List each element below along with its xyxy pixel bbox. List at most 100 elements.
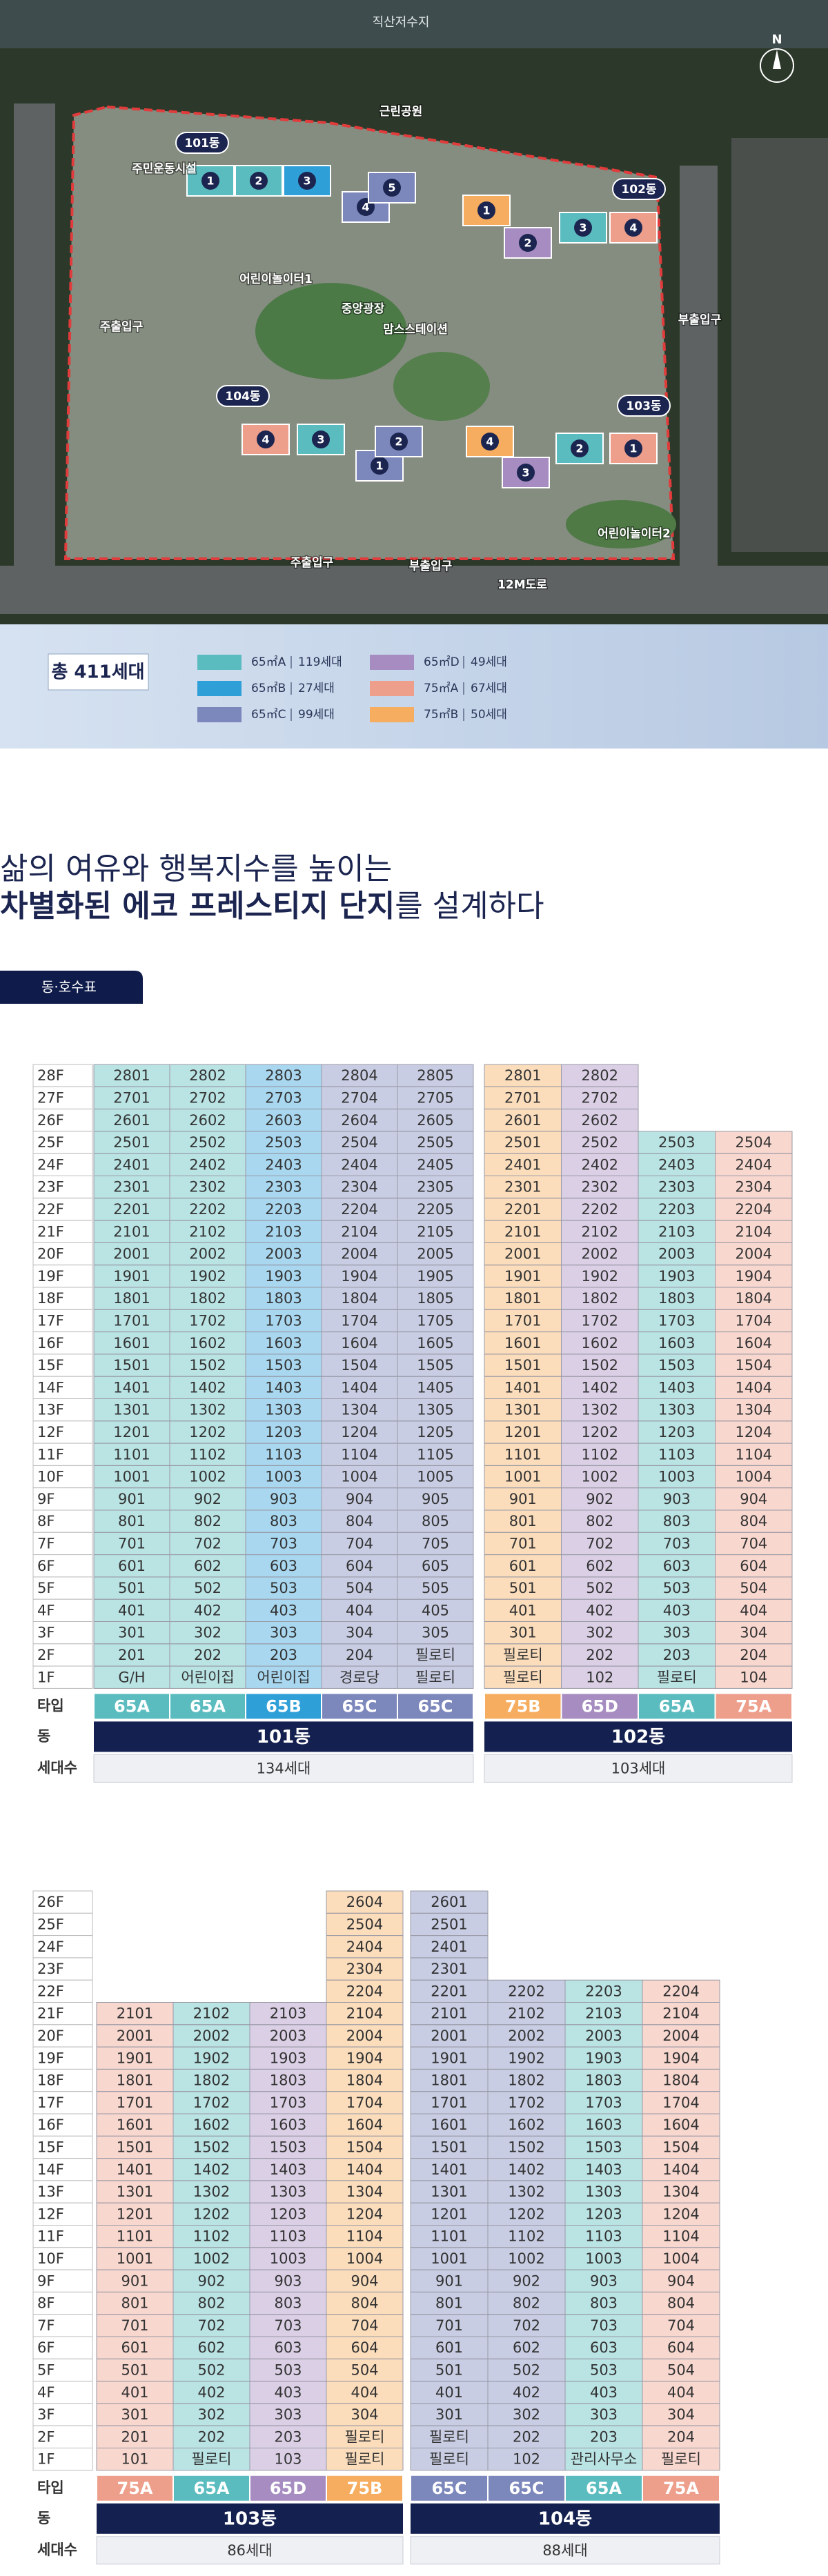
unit-number: 1905 — [417, 1268, 453, 1285]
unit-number: 2204 — [341, 1201, 377, 1218]
headline: 차별화된 에코 프레스티지 단지를 설계하다 — [0, 889, 544, 924]
unit-number: 2104 — [736, 1223, 772, 1240]
building-pill — [612, 178, 666, 200]
unit-number: 필로티 — [429, 2428, 469, 2445]
unit-cell — [249, 2180, 327, 2203]
unit-cell — [172, 2158, 250, 2181]
garden — [566, 500, 676, 548]
unit-cell — [642, 2113, 720, 2137]
unit-cell — [561, 1064, 639, 1087]
unit-cell — [172, 2336, 250, 2359]
unit-cell — [326, 2425, 404, 2448]
unit-number: 604 — [346, 1558, 373, 1574]
unit-number: 1303 — [265, 1402, 302, 1418]
type-cell — [97, 2475, 172, 2501]
floor-label: 25F — [37, 1134, 64, 1151]
unit-cell — [397, 1398, 474, 1422]
unit-number: 902 — [194, 1491, 221, 1507]
floor-label: 23F — [37, 1179, 64, 1196]
floor-cell — [32, 2425, 93, 2448]
unit-cell — [321, 1598, 398, 1622]
unit-cell — [487, 2247, 566, 2270]
unit-number: 2801 — [504, 1067, 541, 1084]
unit-number: 1904 — [736, 1268, 772, 1285]
floor-cell — [32, 1176, 93, 1199]
unit-number: 901 — [435, 2272, 463, 2289]
unit-number: 2004 — [341, 1246, 377, 1262]
unit-cell — [245, 1287, 322, 1310]
unit-number: 2603 — [265, 1112, 302, 1129]
type-label: 75A — [736, 1696, 771, 1716]
households-cell — [410, 2536, 720, 2565]
unit-number: 1602 — [193, 2117, 230, 2133]
unit-number: 1201 — [117, 2206, 153, 2222]
unit-number: 1602 — [189, 1335, 226, 1351]
unit-cell — [249, 2091, 327, 2114]
unit-number: 1404 — [346, 2161, 383, 2178]
unit-number: 1701 — [431, 2094, 467, 2111]
unit-number: 2 — [395, 435, 402, 448]
unit-number: 1302 — [193, 2183, 230, 2200]
unit-cell — [169, 1420, 246, 1444]
unit-cell — [321, 1131, 398, 1154]
unit-cell — [96, 2269, 174, 2292]
unit-number: 703 — [274, 2317, 302, 2334]
type-cell — [485, 1694, 561, 1719]
row-label: 타입 — [37, 2479, 64, 2496]
floor-label: 15F — [37, 1357, 64, 1374]
unit-cell — [561, 1465, 639, 1489]
unit-cell — [245, 1487, 322, 1511]
floor-cell — [32, 1890, 93, 1914]
unit-cell — [245, 1242, 322, 1266]
unit-number: 2005 — [417, 1246, 453, 1262]
row-label: 세대수 — [37, 1759, 77, 1776]
type-cell — [174, 2475, 249, 2501]
unit-cell — [410, 2180, 489, 2203]
unit-number: 1201 — [431, 2206, 467, 2222]
unit-number: 2 — [255, 175, 262, 188]
legend-count: 119세대 — [298, 655, 342, 669]
floor-label: 10F — [37, 2250, 64, 2267]
unit-number: 2702 — [582, 1089, 618, 1106]
unit-number: 1802 — [508, 2072, 544, 2089]
unit-cell — [561, 1665, 639, 1689]
unit-number: 1101 — [504, 1446, 541, 1463]
unit-cell — [245, 1420, 322, 1444]
unit-number: 1401 — [504, 1379, 541, 1396]
unit-cell — [249, 2291, 327, 2315]
unit-number: 1803 — [658, 1290, 695, 1307]
unit-cell — [564, 2291, 643, 2315]
unit-number: 803 — [663, 1513, 691, 1529]
unit-number: 603 — [274, 2339, 302, 2356]
unit-number: 903 — [274, 2272, 302, 2289]
map-label: 주출입구 — [290, 556, 334, 570]
unit-number: 1703 — [585, 2094, 622, 2111]
unit-number: 1304 — [346, 2183, 383, 2200]
map-label: 12M도로 — [497, 578, 547, 592]
type-cell — [322, 1694, 397, 1719]
floor-cell — [32, 1376, 93, 1399]
floor-label: 24F — [37, 1156, 64, 1173]
floor-label: 2F — [37, 2428, 55, 2445]
unit-number: 2104 — [341, 1223, 377, 1240]
unit-cell — [245, 1376, 322, 1399]
badge-label: 동·호수표 — [41, 979, 97, 995]
unit-cell — [487, 2314, 566, 2337]
floor-cell — [32, 1309, 93, 1333]
unit-cell — [326, 2135, 404, 2159]
unit-cell — [172, 2024, 250, 2048]
unit-cell — [484, 1465, 562, 1489]
unit-cell — [397, 1086, 474, 1110]
floor-label: 26F — [37, 1112, 64, 1129]
type-label: 65A — [659, 1696, 695, 1716]
unit-cell — [172, 2002, 250, 2025]
legend-name: 75㎡B — [424, 708, 458, 722]
unit-cell — [169, 1487, 246, 1511]
unit-number: 504 — [740, 1580, 767, 1596]
unit-cell — [638, 1376, 716, 1399]
unit-cell — [397, 1420, 474, 1444]
unit-number: 1402 — [193, 2161, 230, 2178]
unit-number: 2504 — [346, 1916, 383, 1932]
unit-number: 1003 — [658, 1469, 695, 1485]
unit-cell — [326, 2291, 404, 2315]
